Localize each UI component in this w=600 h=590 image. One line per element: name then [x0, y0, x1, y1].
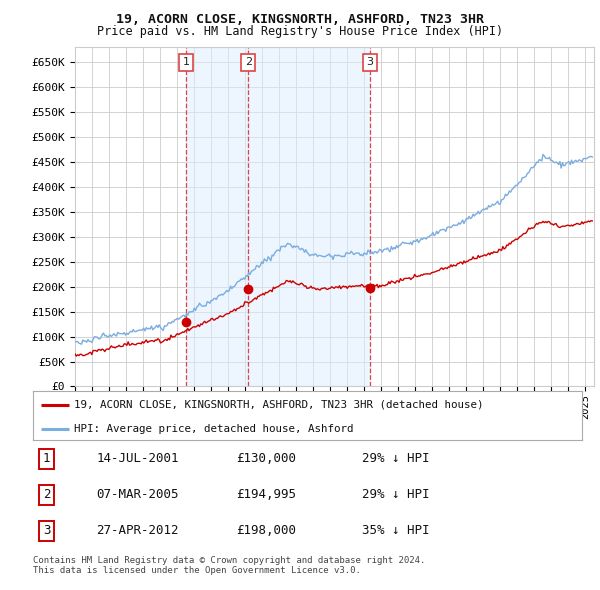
- Text: 14-JUL-2001: 14-JUL-2001: [96, 453, 179, 466]
- Text: This data is licensed under the Open Government Licence v3.0.: This data is licensed under the Open Gov…: [33, 566, 361, 575]
- Text: 3: 3: [43, 525, 50, 537]
- Bar: [186, 47, 248, 386]
- Text: 3: 3: [366, 57, 373, 67]
- Text: £130,000: £130,000: [236, 453, 296, 466]
- Text: Contains HM Land Registry data © Crown copyright and database right 2024.: Contains HM Land Registry data © Crown c…: [33, 556, 425, 565]
- Text: 27-APR-2012: 27-APR-2012: [96, 525, 179, 537]
- Bar: [248, 47, 370, 386]
- Text: 19, ACORN CLOSE, KINGSNORTH, ASHFORD, TN23 3HR: 19, ACORN CLOSE, KINGSNORTH, ASHFORD, TN…: [116, 13, 484, 26]
- Text: 2: 2: [245, 57, 252, 67]
- Text: 1: 1: [43, 453, 50, 466]
- Text: 2: 2: [43, 489, 50, 502]
- Text: 29% ↓ HPI: 29% ↓ HPI: [362, 453, 430, 466]
- Text: 35% ↓ HPI: 35% ↓ HPI: [362, 525, 430, 537]
- Text: £194,995: £194,995: [236, 489, 296, 502]
- Text: 07-MAR-2005: 07-MAR-2005: [96, 489, 179, 502]
- Text: 19, ACORN CLOSE, KINGSNORTH, ASHFORD, TN23 3HR (detached house): 19, ACORN CLOSE, KINGSNORTH, ASHFORD, TN…: [74, 399, 484, 409]
- Text: HPI: Average price, detached house, Ashford: HPI: Average price, detached house, Ashf…: [74, 424, 353, 434]
- Text: 29% ↓ HPI: 29% ↓ HPI: [362, 489, 430, 502]
- Text: 1: 1: [183, 57, 190, 67]
- Text: £198,000: £198,000: [236, 525, 296, 537]
- Text: Price paid vs. HM Land Registry's House Price Index (HPI): Price paid vs. HM Land Registry's House …: [97, 25, 503, 38]
